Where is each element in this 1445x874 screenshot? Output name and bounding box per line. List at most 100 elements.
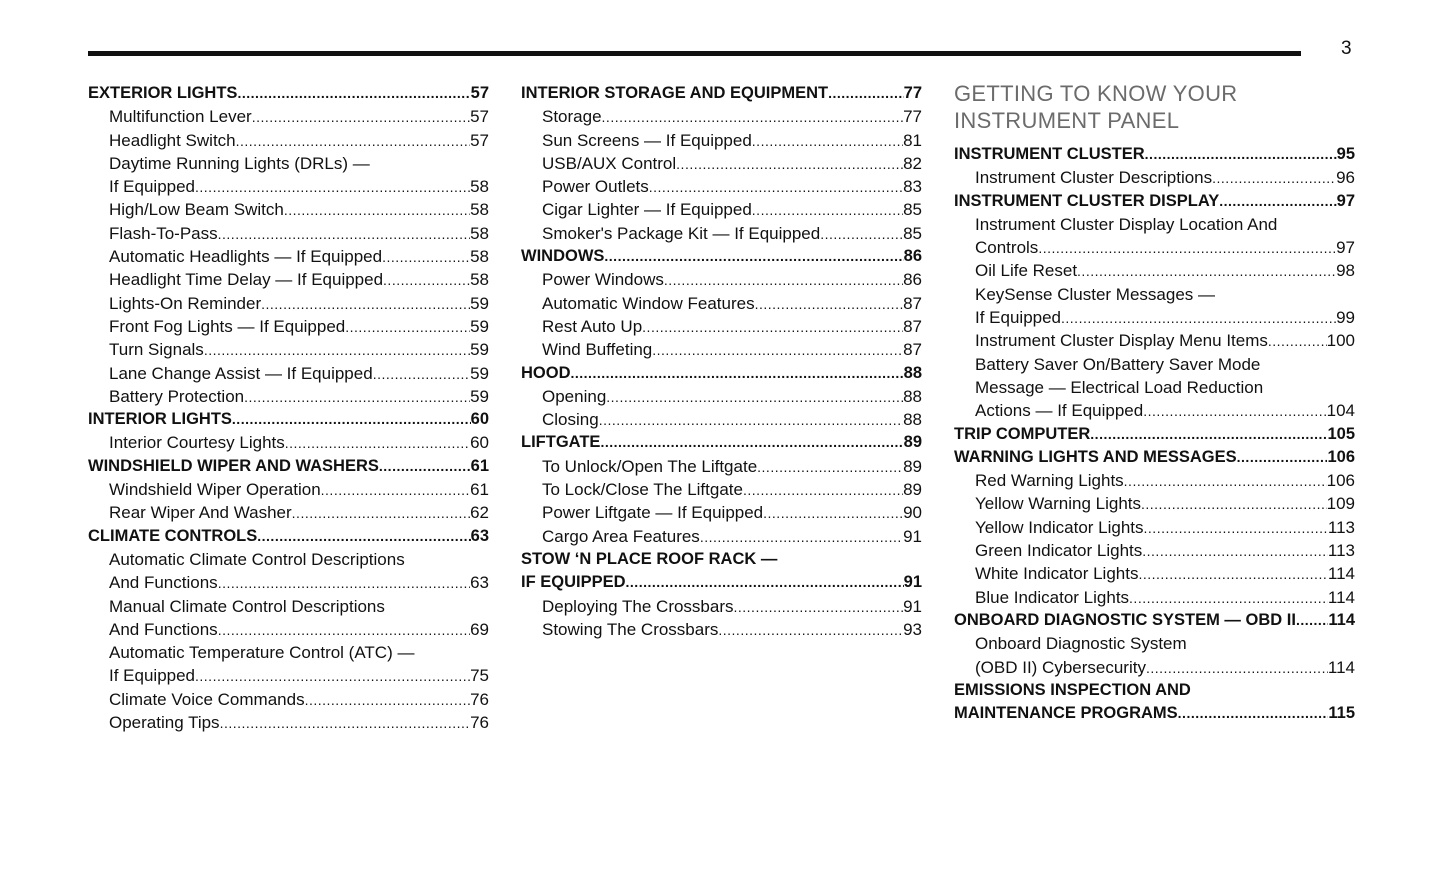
toc-heading[interactable]: MAINTENANCE PROGRAMS 115 (954, 702, 1355, 725)
toc-entry[interactable]: KeySense Cluster Messages — (954, 283, 1355, 306)
toc-entry[interactable]: Red Warning Lights 106 (954, 469, 1355, 492)
toc-page-number: 59 (470, 386, 489, 406)
toc-entry[interactable]: Storage 77 (521, 105, 922, 128)
toc-entry[interactable]: Battery Saver On/Battery Saver Mode (954, 353, 1355, 376)
toc-entry[interactable]: Instrument Cluster Descriptions 96 (954, 166, 1355, 189)
toc-entry[interactable]: Automatic Window Features 87 (521, 292, 922, 315)
toc-entry[interactable]: Windshield Wiper Operation 61 (88, 478, 489, 501)
dot-leader (195, 176, 470, 199)
toc-entry[interactable]: Yellow Indicator Lights 113 (954, 516, 1355, 539)
toc-heading[interactable]: IF EQUIPPED 91 (521, 571, 922, 594)
toc-entry[interactable]: Wind Buffeting 87 (521, 338, 922, 361)
toc-entry[interactable]: Cigar Lighter — If Equipped 85 (521, 198, 922, 221)
toc-entry[interactable]: Cargo Area Features 91 (521, 525, 922, 548)
toc-entry-title: MAINTENANCE PROGRAMS (954, 704, 1178, 723)
toc-page-number: 104 (1326, 401, 1355, 421)
toc-page-number: 88 (903, 410, 922, 430)
toc-heading[interactable]: TRIP COMPUTER 105 (954, 423, 1355, 446)
dot-leader (285, 432, 470, 455)
toc-entry[interactable]: Operating Tips 76 (88, 711, 489, 734)
dot-leader (743, 479, 903, 502)
toc-entry-title: CLIMATE CONTROLS (88, 526, 258, 545)
toc-heading[interactable]: WARNING LIGHTS AND MESSAGES 106 (954, 446, 1355, 469)
toc-entry[interactable]: If Equipped 58 (88, 175, 489, 198)
toc-heading[interactable]: EXTERIOR LIGHTS 57 (88, 82, 489, 105)
toc-page-number: 60 (470, 410, 489, 429)
toc-page-number: 98 (1336, 261, 1355, 281)
toc-entry[interactable]: And Functions 63 (88, 571, 489, 594)
toc-entry[interactable]: To Lock/Close The Liftgate 89 (521, 478, 922, 501)
toc-entry[interactable]: And Functions 69 (88, 618, 489, 641)
dot-leader (700, 526, 903, 549)
toc-entry[interactable]: Rest Auto Up 87 (521, 315, 922, 338)
toc-entry[interactable]: To Unlock/Open The Liftgate 89 (521, 455, 922, 478)
toc-entry[interactable]: White Indicator Lights 114 (954, 562, 1355, 585)
toc-heading[interactable]: INSTRUMENT CLUSTER DISPLAY 97 (954, 190, 1355, 213)
dot-leader (261, 293, 470, 316)
toc-entry[interactable]: Sun Screens — If Equipped 81 (521, 129, 922, 152)
toc-entry-title: STOW ‘N PLACE ROOF RACK — (521, 549, 778, 568)
toc-entry[interactable]: Green Indicator Lights 113 (954, 539, 1355, 562)
toc-entry[interactable]: Rear Wiper And Washer 62 (88, 501, 489, 524)
toc-entry[interactable]: Front Fog Lights — If Equipped 59 (88, 315, 489, 338)
dot-leader (252, 106, 470, 129)
toc-entry-title: KeySense Cluster Messages — (975, 284, 1215, 304)
toc-entry[interactable]: Automatic Headlights — If Equipped 58 (88, 245, 489, 268)
toc-entry[interactable]: Headlight Time Delay — If Equipped 58 (88, 268, 489, 291)
toc-heading[interactable]: LIFTGATE 89 (521, 431, 922, 454)
toc-entry[interactable]: Automatic Temperature Control (ATC) — (88, 641, 489, 664)
toc-entry[interactable]: Lights-On Reminder 59 (88, 292, 489, 315)
toc-entry[interactable]: Smoker's Package Kit — If Equipped 85 (521, 222, 922, 245)
toc-entry[interactable]: Deploying The Crossbars 91 (521, 595, 922, 618)
toc-entry[interactable]: Multifunction Lever 57 (88, 105, 489, 128)
toc-page-number: 58 (470, 177, 489, 197)
toc-entry-title: Red Warning Lights (975, 471, 1124, 491)
toc-column-3: INSTRUMENT CLUSTER 95 Instrument Cluster D… (954, 143, 1355, 725)
toc-heading[interactable]: WINDOWS 86 (521, 245, 922, 268)
toc-column-1: EXTERIOR LIGHTS57Multifunction Lever57He… (88, 82, 489, 734)
toc-entry[interactable]: Controls 97 (954, 236, 1355, 259)
toc-entry[interactable]: Instrument Cluster Display Location And (954, 213, 1355, 236)
toc-entry[interactable]: If Equipped 75 (88, 664, 489, 687)
toc-heading[interactable]: CLIMATE CONTROLS 63 (88, 525, 489, 548)
toc-entry[interactable]: Daytime Running Lights (DRLs) — (88, 152, 489, 175)
toc-heading[interactable]: WINDSHIELD WIPER AND WASHERS 61 (88, 455, 489, 478)
toc-heading[interactable]: INTERIOR LIGHTS 60 (88, 408, 489, 431)
dot-leader (602, 106, 904, 129)
toc-entry[interactable]: Blue Indicator Lights 114 (954, 586, 1355, 609)
toc-entry[interactable]: Headlight Switch 57 (88, 129, 489, 152)
toc-entry[interactable]: Power Windows 86 (521, 268, 922, 291)
toc-entry[interactable]: Power Liftgate — If Equipped 90 (521, 501, 922, 524)
toc-heading[interactable]: INTERIOR STORAGE AND EQUIPMENT 77 (521, 82, 922, 105)
toc-entry[interactable]: High/Low Beam Switch 58 (88, 198, 489, 221)
toc-entry[interactable]: Actions — If Equipped 104 (954, 399, 1355, 422)
toc-entry[interactable]: Lane Change Assist — If Equipped 59 (88, 362, 489, 385)
toc-entry[interactable]: Onboard Diagnostic System (954, 632, 1355, 655)
toc-entry[interactable]: (OBD II) Cybersecurity 114 (954, 656, 1355, 679)
toc-entry[interactable]: Oil Life Reset 98 (954, 259, 1355, 282)
toc-entry[interactable]: Power Outlets 83 (521, 175, 922, 198)
toc-entry[interactable]: Flash-To-Pass 58 (88, 222, 489, 245)
toc-entry-title: Blue Indicator Lights (975, 587, 1130, 607)
toc-entry[interactable]: Automatic Climate Control Descriptions (88, 548, 489, 571)
toc-heading[interactable]: ONBOARD DIAGNOSTIC SYSTEM — OBD II 114 (954, 609, 1355, 632)
toc-entry[interactable]: Turn Signals 59 (88, 338, 489, 361)
toc-entry[interactable]: USB/AUX Control 82 (521, 152, 922, 175)
toc-page-number: 91 (903, 596, 922, 616)
toc-entry[interactable]: Stowing The Crossbars 93 (521, 618, 922, 641)
toc-entry[interactable]: Battery Protection 59 (88, 385, 489, 408)
toc-entry[interactable]: Interior Courtesy Lights 60 (88, 431, 489, 454)
toc-entry[interactable]: Manual Climate Control Descriptions (88, 595, 489, 618)
toc-heading[interactable]: EMISSIONS INSPECTION AND (954, 679, 1355, 702)
toc-entry[interactable]: Instrument Cluster Display Menu Items 100 (954, 329, 1355, 352)
toc-entry[interactable]: Climate Voice Commands 76 (88, 688, 489, 711)
toc-heading[interactable]: INSTRUMENT CLUSTER 95 (954, 143, 1355, 166)
toc-entry[interactable]: If Equipped 99 (954, 306, 1355, 329)
toc-heading[interactable]: HOOD 88 (521, 362, 922, 385)
toc-entry[interactable]: Opening 88 (521, 385, 922, 408)
toc-entry[interactable]: Message — Electrical Load Reduction (954, 376, 1355, 399)
toc-page-number: 113 (1327, 541, 1355, 561)
toc-entry[interactable]: Closing 88 (521, 408, 922, 431)
toc-entry[interactable]: Yellow Warning Lights 109 (954, 492, 1355, 515)
toc-heading[interactable]: STOW ‘N PLACE ROOF RACK — (521, 548, 922, 571)
